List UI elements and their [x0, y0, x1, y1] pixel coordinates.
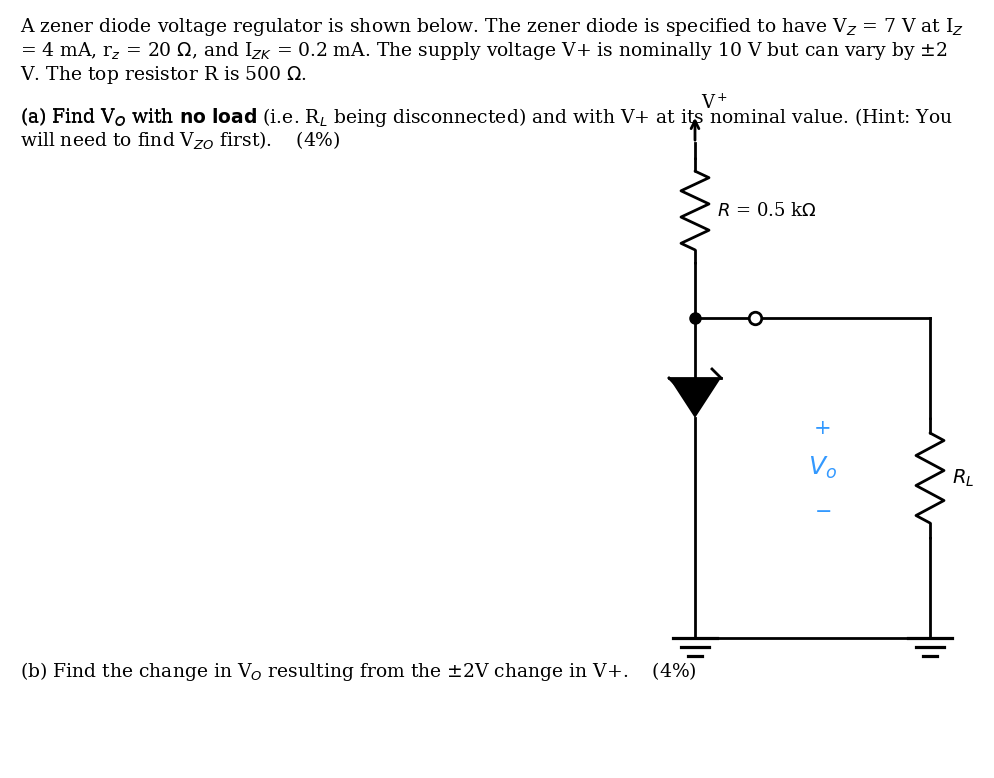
Text: V. The top resistor R is 500 $\Omega$.: V. The top resistor R is 500 $\Omega$. [20, 64, 307, 86]
Text: A zener diode voltage regulator is shown below. The zener diode is specified to : A zener diode voltage regulator is shown… [20, 16, 964, 38]
Text: $-$: $-$ [814, 500, 831, 520]
Text: +: + [814, 419, 831, 437]
Text: will need to find V$_{ZO}$ first).    (4%): will need to find V$_{ZO}$ first). (4%) [20, 130, 341, 152]
Polygon shape [669, 378, 721, 418]
Text: (a) Find V$_O$ with $\mathbf{no\ load}$ (i.e. R$_L$ being disconnected) and with: (a) Find V$_O$ with $\mathbf{no\ load}$ … [20, 106, 953, 129]
Text: (a) Find V$_O$ with: (a) Find V$_O$ with [20, 106, 175, 128]
Text: $R$ = 0.5 k$\Omega$: $R$ = 0.5 k$\Omega$ [717, 202, 816, 219]
Text: = 4 mA, r$_z$ = 20 $\Omega$, and I$_{ZK}$ = 0.2 mA. The supply voltage V+ is nom: = 4 mA, r$_z$ = 20 $\Omega$, and I$_{ZK}… [20, 40, 947, 62]
Text: (b) Find the change in V$_O$ resulting from the $\pm$2V change in V+.    (4%): (b) Find the change in V$_O$ resulting f… [20, 660, 697, 683]
Text: V$^+$: V$^+$ [701, 93, 728, 113]
Text: $V_o$: $V_o$ [808, 455, 837, 481]
Text: $R_L$: $R_L$ [952, 468, 974, 489]
